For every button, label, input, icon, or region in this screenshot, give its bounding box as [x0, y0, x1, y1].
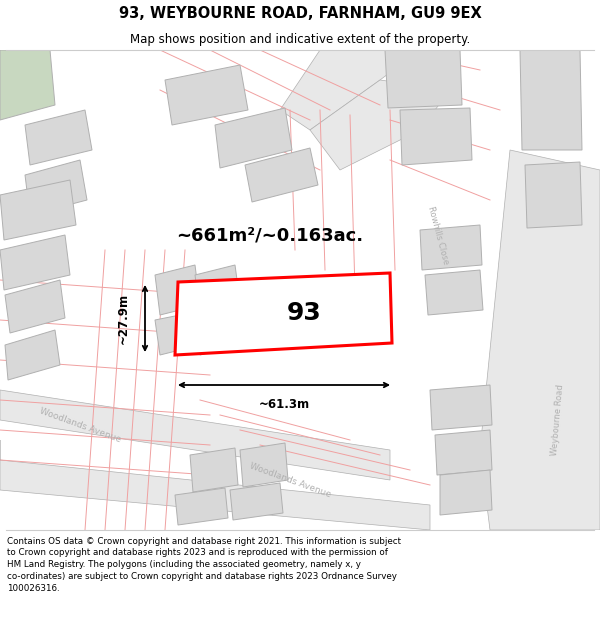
Polygon shape	[385, 50, 462, 108]
Polygon shape	[520, 50, 582, 150]
Polygon shape	[435, 430, 492, 475]
Polygon shape	[480, 150, 600, 530]
Text: Woodlands Avenue: Woodlands Avenue	[248, 461, 332, 499]
Polygon shape	[280, 50, 420, 130]
Polygon shape	[195, 312, 240, 355]
Polygon shape	[190, 448, 238, 492]
Polygon shape	[155, 265, 200, 315]
Polygon shape	[245, 300, 290, 345]
Polygon shape	[0, 235, 70, 290]
Polygon shape	[310, 80, 450, 170]
Text: 93, WEYBOURNE ROAD, FARNHAM, GU9 9EX: 93, WEYBOURNE ROAD, FARNHAM, GU9 9EX	[119, 6, 481, 21]
Polygon shape	[215, 108, 292, 168]
Polygon shape	[25, 110, 92, 165]
Text: ~27.9m: ~27.9m	[116, 293, 130, 344]
Text: Contains OS data © Crown copyright and database right 2021. This information is : Contains OS data © Crown copyright and d…	[7, 537, 401, 593]
Polygon shape	[175, 488, 228, 525]
Text: Woodlands Avenue: Woodlands Avenue	[38, 406, 122, 444]
Polygon shape	[0, 50, 55, 120]
Polygon shape	[285, 288, 335, 332]
Polygon shape	[25, 160, 87, 215]
Text: Rowhills Close: Rowhills Close	[426, 205, 450, 265]
Polygon shape	[245, 148, 318, 202]
Polygon shape	[175, 273, 392, 355]
Polygon shape	[165, 65, 248, 125]
Polygon shape	[400, 108, 472, 165]
Polygon shape	[0, 180, 76, 240]
Polygon shape	[0, 390, 390, 480]
Text: Map shows position and indicative extent of the property.: Map shows position and indicative extent…	[130, 32, 470, 46]
Text: ~661m²/~0.163ac.: ~661m²/~0.163ac.	[176, 226, 364, 244]
Text: Weybourne Road: Weybourne Road	[550, 384, 566, 456]
Polygon shape	[420, 225, 482, 270]
Polygon shape	[5, 330, 60, 380]
Polygon shape	[195, 265, 240, 312]
Polygon shape	[230, 483, 283, 520]
Polygon shape	[240, 443, 288, 487]
Polygon shape	[0, 440, 430, 530]
Polygon shape	[155, 312, 200, 355]
Polygon shape	[430, 385, 492, 430]
Text: 93: 93	[286, 301, 321, 325]
Polygon shape	[440, 470, 492, 515]
Polygon shape	[425, 270, 483, 315]
Polygon shape	[5, 280, 65, 333]
Polygon shape	[525, 162, 582, 228]
Text: ~61.3m: ~61.3m	[259, 399, 310, 411]
